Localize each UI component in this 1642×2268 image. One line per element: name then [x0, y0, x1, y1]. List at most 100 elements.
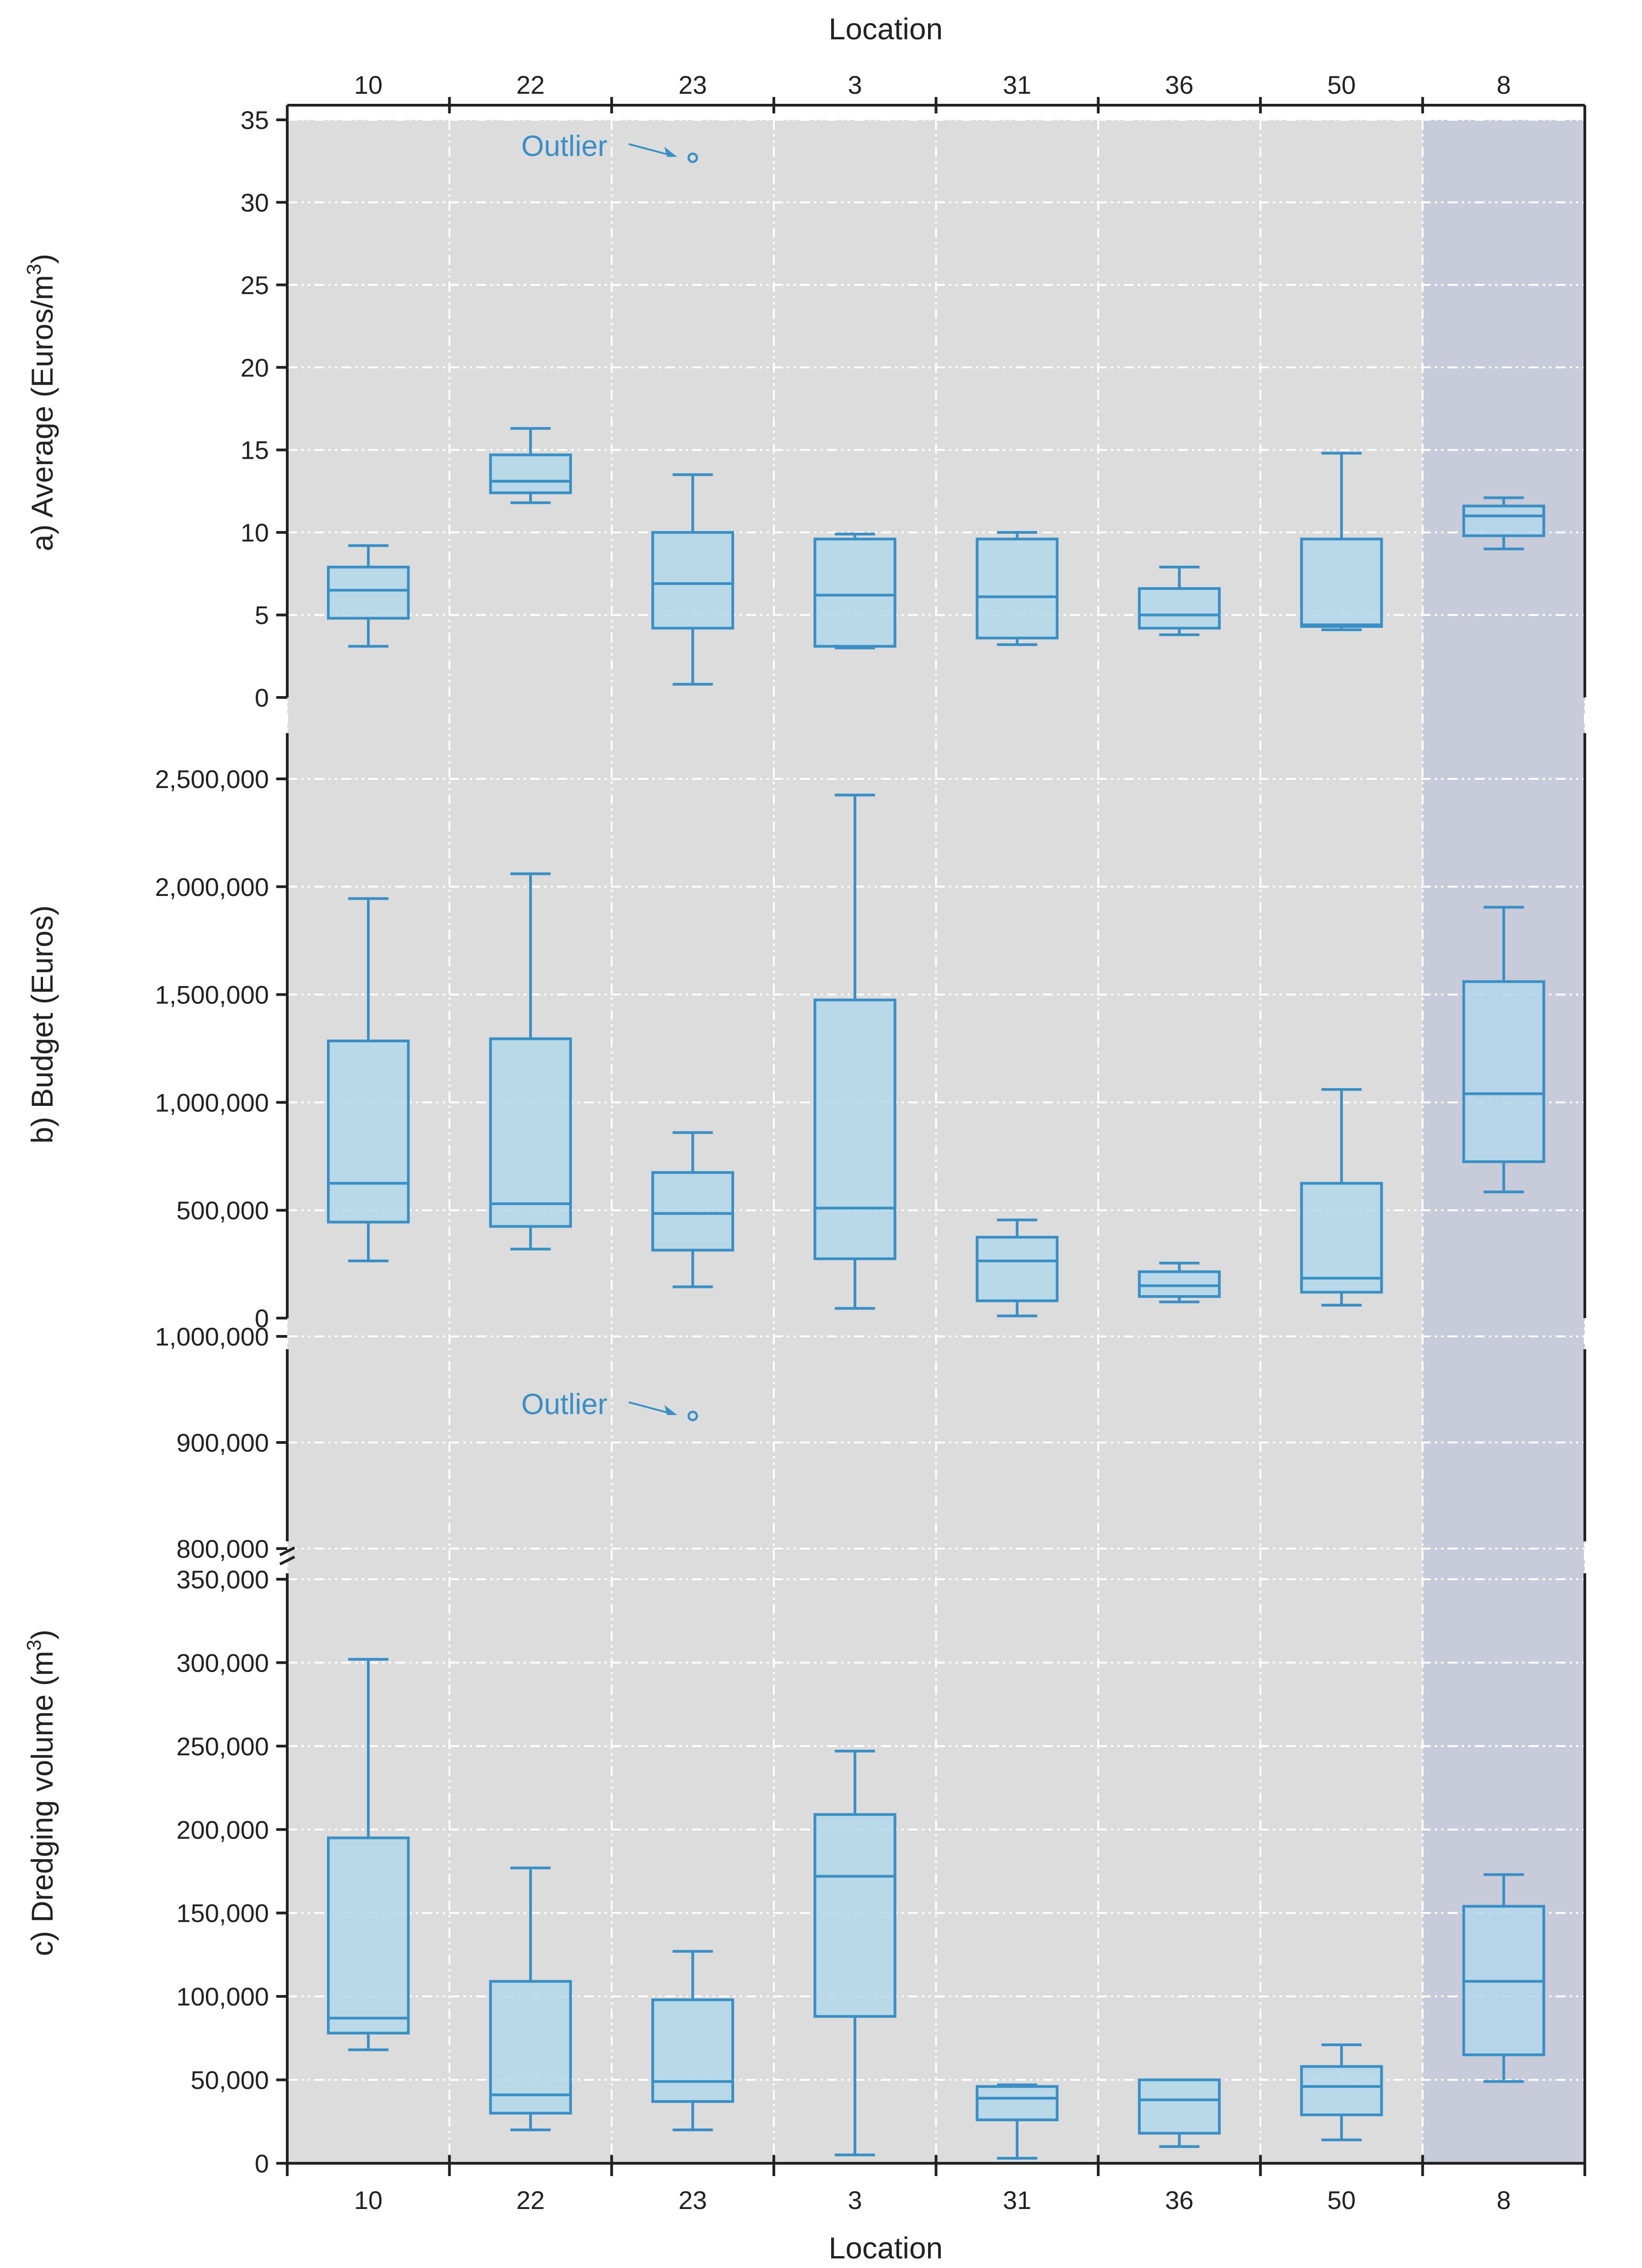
y-tick-label: 900,000 [177, 1428, 269, 1457]
box-location-8 [1462, 496, 1545, 551]
y-tick-label: 15 [241, 436, 269, 465]
box-location-3 [813, 532, 896, 649]
box-location-23 [651, 473, 735, 686]
y-tick-label: 250,000 [177, 1732, 269, 1761]
iqr-box [976, 2085, 1059, 2122]
y-tick-label: 350,000 [177, 1565, 269, 1594]
y-axis-title-average-text: a) Average (Euros/m [25, 275, 59, 551]
y-tick-label: 2,500,000 [155, 765, 269, 794]
y-tick-label: 200,000 [177, 1815, 269, 1844]
box-location-50 [1300, 1088, 1383, 1307]
axis-break-mark [279, 1555, 295, 1566]
iqr-box [1300, 537, 1383, 628]
bottom-category-label: 8 [1497, 2186, 1511, 2214]
annotation-arrow-shaft [628, 1401, 674, 1415]
box-location-23 [651, 1131, 735, 1288]
box-location-10 [327, 1658, 410, 2051]
iqr-box [976, 537, 1059, 640]
bottom-category-label: 31 [1003, 2186, 1031, 2214]
y-tick-label: 35 [241, 106, 269, 134]
iqr-box [327, 1836, 410, 2035]
y-tick-label: 0 [255, 1304, 269, 1333]
y-axis-title-volume: c) Dredging volume (m3) [23, 1630, 59, 1956]
box-location-22 [489, 427, 572, 504]
top-category-label: 23 [678, 70, 707, 99]
box-location-36 [1138, 1261, 1221, 1303]
box-location-36 [1138, 2078, 1221, 2148]
top-category-label: 50 [1327, 70, 1356, 99]
box-location-31 [976, 2083, 1059, 2160]
axes [279, 97, 1586, 2176]
top-axis-title: Location [829, 12, 943, 46]
axis-break-mark [279, 1546, 295, 1556]
box-location-3 [813, 1749, 896, 2156]
y-tick-label: 20 [241, 353, 269, 382]
y-tick-label: 30 [241, 188, 269, 217]
y-axis-title-budget: b) Budget (Euros) [25, 906, 59, 1144]
y-axis-title-volume-end: ) [25, 1630, 59, 1640]
y-axis-title-volume-text: c) Dredging volume (m [25, 1651, 59, 1956]
boxes-budget [327, 794, 1545, 1318]
box-location-10 [327, 544, 410, 648]
box-location-3 [813, 794, 896, 1310]
outlier-point [687, 1410, 698, 1421]
y-tick-label: 150,000 [177, 1899, 269, 1928]
iqr-box [327, 1039, 410, 1224]
top-category-label: 10 [354, 70, 382, 99]
y-axis-title-volume-superscript: 3 [23, 1640, 45, 1651]
bottom-category-label: 22 [516, 2186, 545, 2214]
box-location-50 [1300, 2043, 1383, 2141]
y-tick-label: 1,000,000 [155, 1088, 269, 1117]
iqr-box [489, 1980, 572, 2115]
box-location-22 [489, 1866, 572, 2132]
y-tick-label: 0 [255, 2149, 269, 2178]
iqr-box [1138, 587, 1221, 630]
y-tick-label: 2,000,000 [155, 873, 269, 901]
box-location-36 [1138, 565, 1221, 636]
box-location-31 [976, 531, 1059, 646]
outlier-annotation: Outlier [521, 1388, 608, 1421]
y-axis-title-average: a) Average (Euros/m3) [23, 254, 59, 552]
top-category-label: 3 [848, 70, 862, 99]
y-axis-title-average-superscript: 3 [23, 264, 45, 275]
iqr-box [1138, 2078, 1221, 2135]
bottom-category-label: 3 [848, 2186, 862, 2214]
y-tick-label: 1,000,000 [155, 1322, 269, 1351]
iqr-box [1138, 1270, 1221, 1298]
bottom-category-label: 50 [1327, 2186, 1356, 2214]
bottom-category-label: 23 [678, 2186, 707, 2214]
iqr-box [651, 531, 735, 630]
bottom-axis-title: Location [829, 2231, 943, 2265]
annotation-arrow-head [664, 1405, 677, 1415]
iqr-box [651, 1171, 735, 1252]
y-tick-label: 300,000 [177, 1648, 269, 1677]
box-location-31 [976, 1218, 1059, 1318]
annotation-arrow-head [664, 146, 677, 157]
y-tick-label: 500,000 [177, 1196, 269, 1225]
y-tick-label: 50,000 [191, 2066, 269, 2095]
outlier-annotation: Outlier [521, 129, 608, 162]
iqr-box [1462, 504, 1545, 537]
boxes-average [327, 427, 1545, 686]
top-category-label: 31 [1003, 70, 1031, 99]
iqr-box [976, 1236, 1059, 1303]
box-location-22 [489, 872, 572, 1251]
y-tick-label: 0 [255, 683, 269, 712]
top-category-label: 8 [1497, 70, 1511, 99]
box-location-50 [1300, 451, 1383, 632]
iqr-box [813, 998, 896, 1260]
iqr-box [1300, 2065, 1383, 2117]
gridlines [286, 119, 1586, 2163]
box-location-10 [327, 897, 410, 1263]
y-tick-label: 800,000 [177, 1534, 269, 1563]
box-location-8 [1462, 1873, 1545, 2083]
box-location-23 [651, 1950, 735, 2132]
outlier-point [687, 152, 698, 163]
y-tick-label: 10 [241, 518, 269, 547]
y-tick-label: 5 [255, 601, 269, 630]
box-location-8 [1462, 906, 1545, 1194]
y-tick-label: 25 [241, 271, 269, 300]
iqr-box [327, 565, 410, 620]
y-tick-label: 100,000 [177, 1982, 269, 2011]
